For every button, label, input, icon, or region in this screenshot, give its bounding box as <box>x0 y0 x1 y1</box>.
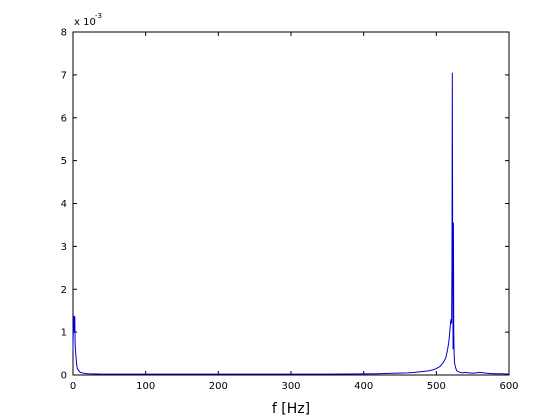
y-tick-label: 0 <box>61 371 67 382</box>
y-tick-label: 5 <box>61 156 67 167</box>
y-tick-label: 8 <box>61 28 67 39</box>
x-tick-label: 500 <box>427 381 446 392</box>
x-tick-label: 200 <box>209 381 228 392</box>
y-multiplier-exponent: -3 <box>95 12 102 20</box>
y-tick-label: 6 <box>61 113 67 124</box>
plot-area <box>72 31 510 376</box>
y-tick-label: 3 <box>61 242 67 253</box>
x-tick-label: 400 <box>354 381 373 392</box>
x-tick-label: 0 <box>70 381 76 392</box>
x-axis-ticks: 0 100 200 300 400 500 600 <box>70 32 519 392</box>
x-tick-label: 600 <box>499 381 518 392</box>
x-axis-label: f [Hz] <box>272 401 310 417</box>
y-tick-label: 1 <box>61 328 67 339</box>
x-tick-label: 300 <box>281 381 300 392</box>
y-axis-ticks: 0 1 2 3 4 5 6 7 8 <box>61 28 509 382</box>
y-tick-label: 4 <box>61 199 67 210</box>
y-tick-label: 7 <box>61 70 67 81</box>
y-tick-label: 2 <box>61 285 67 296</box>
x-tick-label: 100 <box>136 381 155 392</box>
series-line <box>72 72 510 375</box>
y-multiplier-base: x 10 <box>74 17 96 28</box>
